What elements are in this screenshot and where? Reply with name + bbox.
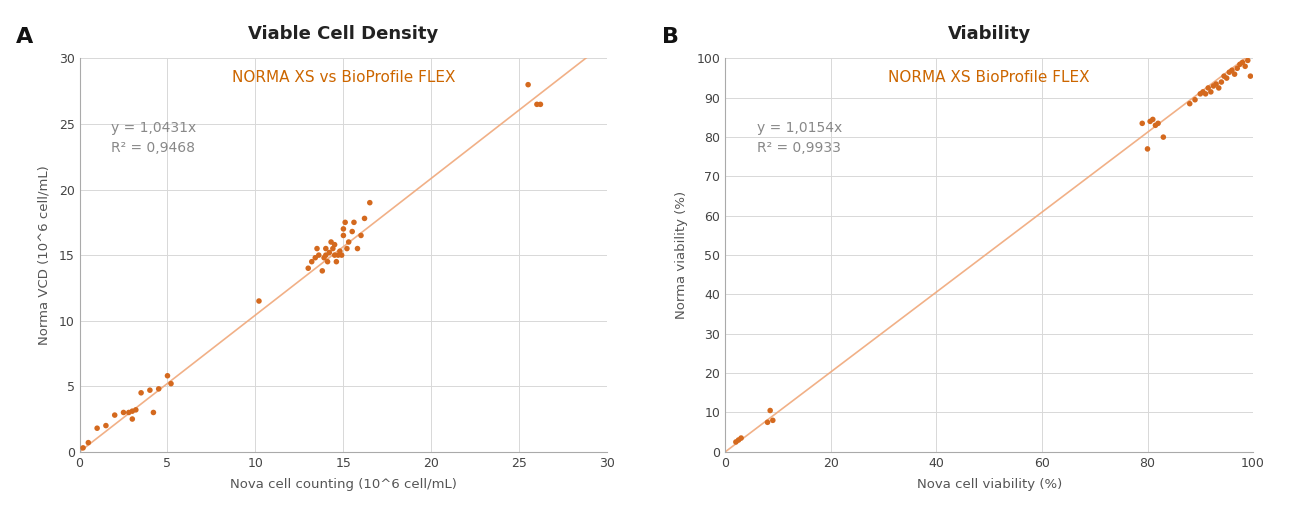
Point [1209, 84, 1229, 92]
Point [77, 439, 98, 447]
Point [728, 436, 748, 444]
Point [249, 297, 270, 305]
Point [1235, 62, 1255, 71]
Point [351, 231, 372, 239]
Point [119, 408, 139, 416]
Point [104, 411, 125, 419]
Point [312, 267, 333, 275]
Text: y = 1,0154x
R² = 0,9933: y = 1,0154x R² = 0,9933 [757, 121, 842, 155]
Point [1224, 70, 1245, 78]
Point [360, 199, 381, 207]
Point [725, 438, 746, 446]
Y-axis label: Norma viability (%): Norma viability (%) [675, 191, 689, 319]
Point [1237, 56, 1258, 64]
Point [1140, 117, 1161, 125]
Point [1138, 145, 1158, 153]
Point [1131, 119, 1152, 127]
Point [757, 418, 778, 426]
Point [1143, 115, 1164, 123]
Point [333, 225, 353, 233]
Point [308, 251, 329, 259]
Point [114, 408, 134, 416]
Point [530, 100, 551, 108]
Point [130, 389, 151, 397]
Point [157, 372, 178, 380]
Point [321, 238, 342, 246]
Point [762, 416, 783, 425]
Point [1198, 84, 1219, 92]
Text: NORMA XS vs BioProfile FLEX: NORMA XS vs BioProfile FLEX [232, 70, 455, 85]
Point [342, 228, 362, 236]
Point [1229, 60, 1250, 69]
Point [324, 240, 344, 249]
Point [143, 408, 164, 416]
X-axis label: Nova cell viability (%): Nova cell viability (%) [917, 478, 1062, 491]
Point [1206, 80, 1227, 88]
Point [95, 422, 116, 430]
Point [1211, 78, 1232, 86]
Point [1146, 121, 1166, 130]
Point [86, 424, 107, 432]
Title: Viable Cell Density: Viable Cell Density [248, 25, 439, 43]
Point [1240, 72, 1260, 80]
Point [1216, 74, 1237, 82]
Point [328, 251, 348, 259]
Point [322, 245, 343, 253]
Point [1153, 133, 1174, 141]
Text: A: A [17, 27, 34, 47]
Point [517, 80, 538, 89]
Point [72, 444, 93, 452]
Text: y = 1,0431x
R² = 0,9468: y = 1,0431x R² = 0,9468 [111, 121, 196, 155]
Point [347, 245, 368, 253]
Point [139, 386, 160, 394]
X-axis label: Nova cell counting (10^6 cell/mL): Nova cell counting (10^6 cell/mL) [230, 478, 457, 491]
Point [335, 218, 356, 227]
Y-axis label: Norma VCD (10^6 cell/mL): Norma VCD (10^6 cell/mL) [37, 165, 50, 345]
Point [298, 264, 319, 272]
Text: B: B [662, 27, 679, 47]
Point [316, 245, 337, 253]
Point [1184, 95, 1205, 104]
Point [304, 254, 325, 262]
Point [343, 218, 364, 227]
Point [317, 257, 338, 266]
Point [1222, 66, 1242, 74]
Point [125, 406, 146, 414]
Point [526, 100, 547, 108]
Point [1219, 68, 1240, 76]
Point [355, 214, 375, 222]
Point [161, 379, 182, 388]
Point [1189, 90, 1210, 98]
Point [1179, 100, 1200, 108]
Point [332, 251, 352, 259]
Point [329, 247, 350, 255]
Point [760, 407, 780, 415]
Point [148, 385, 169, 393]
Title: Viability: Viability [948, 25, 1031, 43]
Point [1193, 88, 1214, 96]
Point [1214, 72, 1235, 80]
Point [319, 248, 339, 256]
Point [302, 257, 322, 266]
Text: NORMA XS BioProfile FLEX: NORMA XS BioProfile FLEX [889, 70, 1090, 85]
Point [1227, 64, 1247, 72]
Point [316, 251, 337, 259]
Point [337, 245, 357, 253]
Point [324, 251, 344, 259]
Point [1204, 82, 1224, 90]
Point [123, 415, 143, 423]
Point [338, 238, 359, 246]
Point [1201, 88, 1222, 96]
Point [326, 257, 347, 266]
Point [123, 407, 143, 415]
Point [307, 245, 328, 253]
Point [1148, 119, 1169, 127]
Point [333, 231, 353, 239]
Point [313, 254, 334, 262]
Point [731, 434, 752, 442]
Point [1232, 58, 1253, 67]
Point [1196, 90, 1216, 98]
